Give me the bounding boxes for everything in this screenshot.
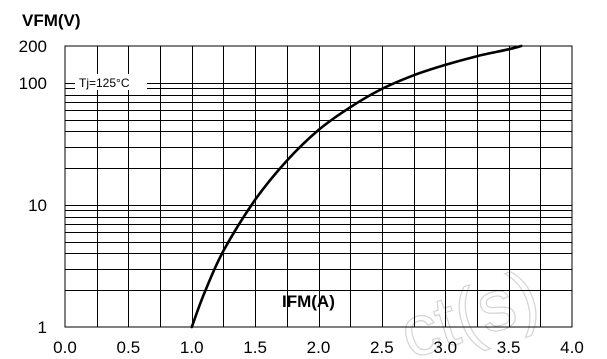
y-tick-label: 10	[28, 196, 47, 215]
x-tick-label: 2.5	[370, 338, 394, 357]
y-tick-label: 200	[19, 37, 47, 56]
annotation-background	[75, 74, 147, 90]
series-line	[190, 44, 523, 329]
plot-frame	[64, 45, 573, 328]
x-tick-label: 0.0	[53, 338, 77, 357]
temperature-annotation: Tj=125°C	[79, 76, 130, 90]
x-tick-label: 1.5	[243, 338, 267, 357]
x-tick-label: 1.0	[180, 338, 204, 357]
grid	[65, 46, 572, 327]
y-tick-label: 1	[38, 318, 47, 337]
y-tick-label: 100	[19, 74, 47, 93]
x-tick-label: 2.0	[307, 338, 331, 357]
x-tick-label: 0.5	[117, 338, 141, 357]
x-tick-label: 3.5	[497, 338, 521, 357]
x-tick-label: 3.0	[433, 338, 457, 357]
y-axis-title: VFM(V)	[22, 11, 81, 30]
x-axis-title: IFM(A)	[282, 292, 335, 311]
x-tick-label: 4.0	[560, 338, 584, 357]
tick-labels: 0.0 0.5 1.0 1.5 2.0 2.5 3.0 3.5 4.0 1 10 100 200	[19, 37, 584, 357]
